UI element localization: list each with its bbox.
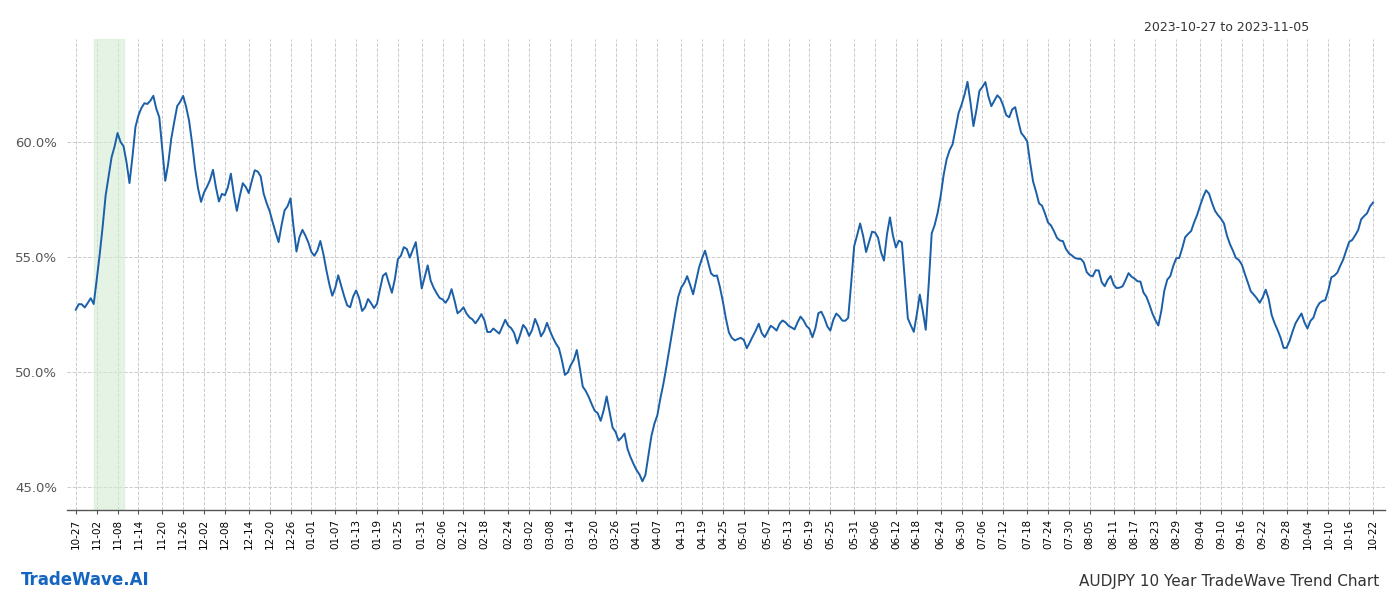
- Text: 2023-10-27 to 2023-11-05: 2023-10-27 to 2023-11-05: [1144, 21, 1309, 34]
- Text: TradeWave.AI: TradeWave.AI: [21, 571, 150, 589]
- Text: AUDJPY 10 Year TradeWave Trend Chart: AUDJPY 10 Year TradeWave Trend Chart: [1079, 574, 1379, 589]
- Bar: [94, 39, 123, 510]
